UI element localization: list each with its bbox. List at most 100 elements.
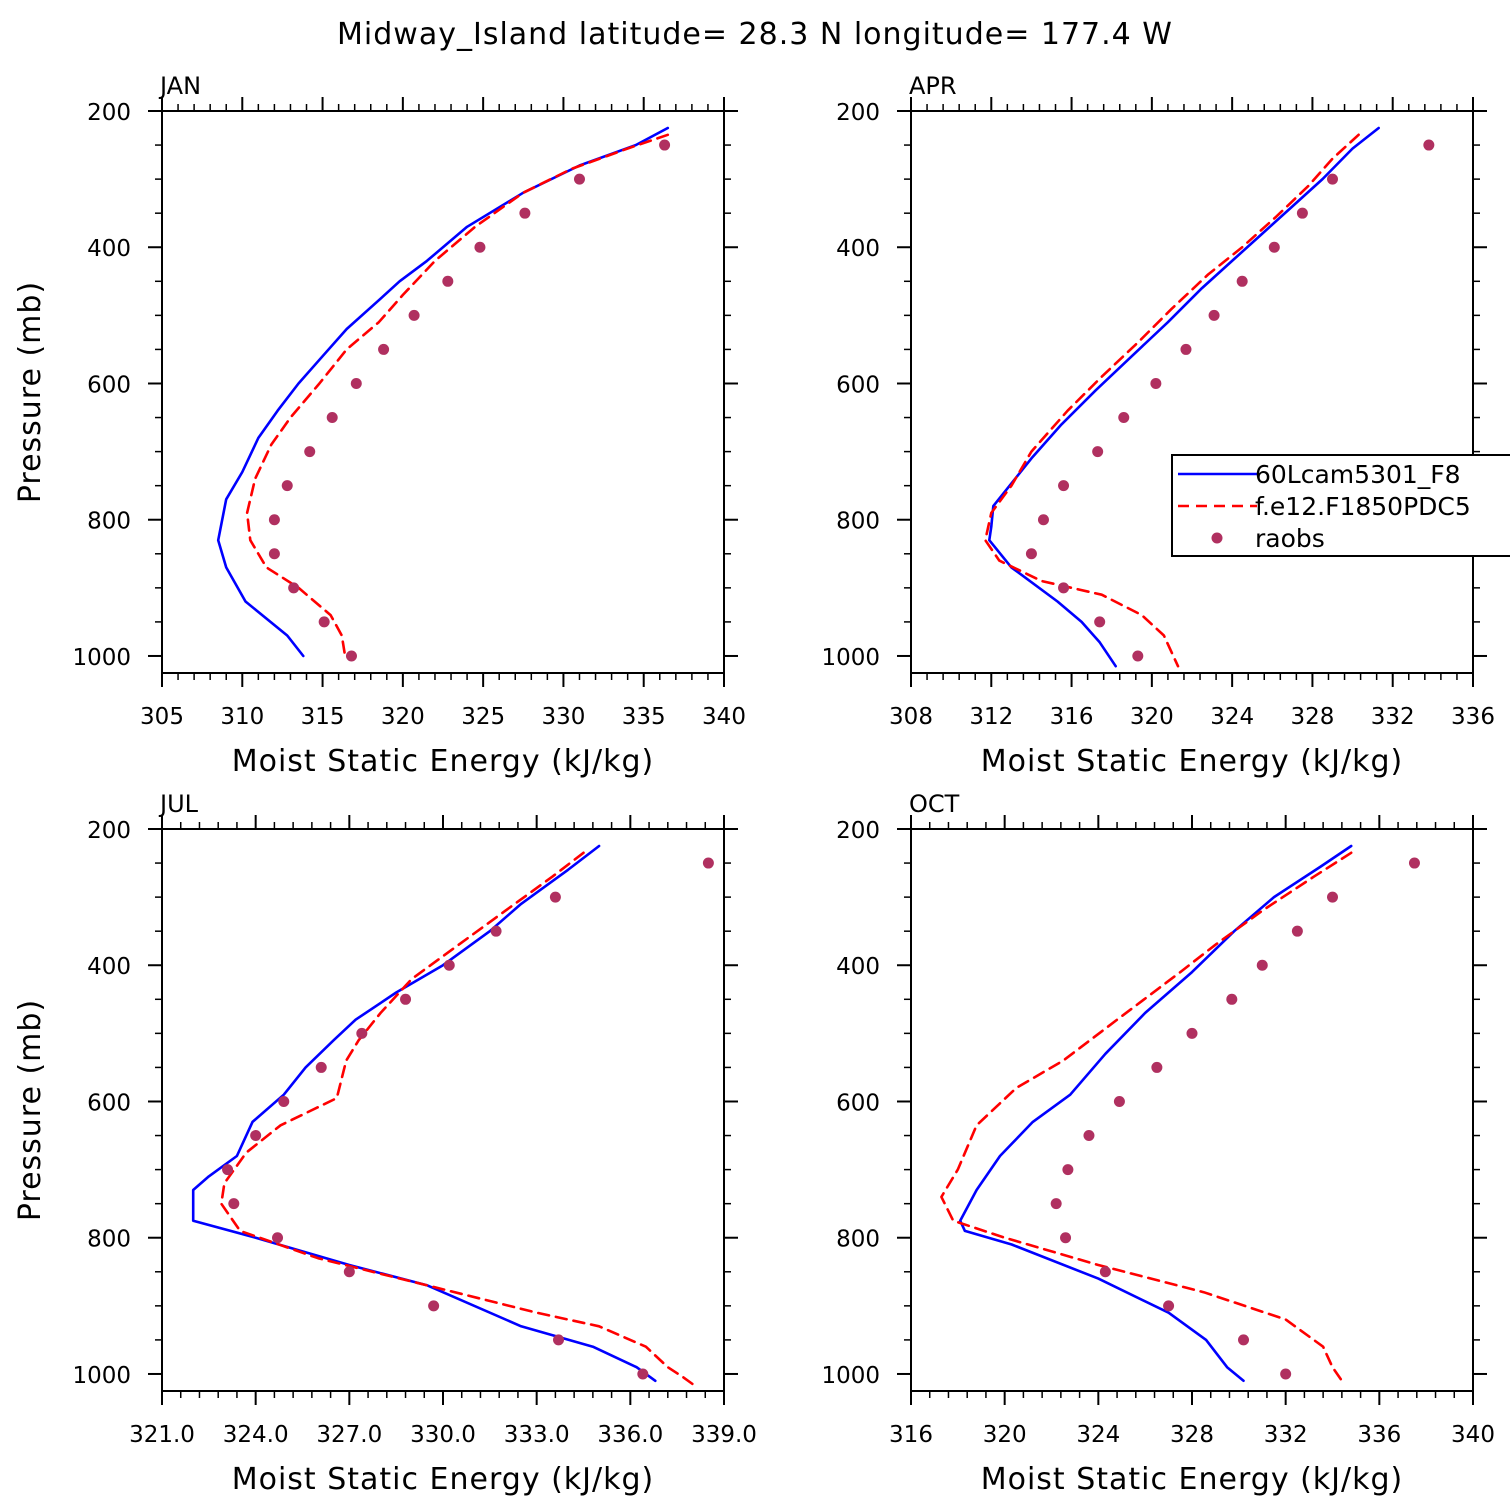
y-axis-label: Pressure (mb) xyxy=(13,281,48,503)
y-tick-label: 800 xyxy=(87,1227,131,1253)
raobs-point xyxy=(1050,1198,1062,1210)
y-axis-ticks: 200 400 600 800 1000 xyxy=(72,100,738,671)
x-tick-label: 336 xyxy=(1451,704,1495,730)
y-axis-label: Pressure (mb) xyxy=(13,999,48,1221)
raobs-point xyxy=(272,1232,284,1244)
series-line-60lcam5301-f8 xyxy=(958,844,1353,1383)
x-tick-label: 320 xyxy=(381,704,425,730)
series-line-f-e12-f1850pdc5 xyxy=(220,851,695,1386)
x-tick-label: 340 xyxy=(1451,1422,1495,1448)
panel-jul: 321.0 324.0 327.0 330.0 333.0 336.0 339.0 200 40… xyxy=(13,790,757,1497)
x-axis-ticks: 308 312 316 320 324 328 332 336 xyxy=(889,97,1495,730)
series-line-f-e12-f1850pdc5 xyxy=(940,851,1353,1386)
panel-title: JUL xyxy=(158,790,199,818)
x-tick-label: 312 xyxy=(969,704,1013,730)
panel-title: JAN xyxy=(158,72,201,100)
y-axis-ticks: 200 400 600 800 1000 xyxy=(821,100,1487,671)
raobs-point xyxy=(1062,1164,1074,1176)
raobs-point xyxy=(1180,343,1192,355)
raobs-point xyxy=(1094,616,1106,628)
raobs-point xyxy=(1256,959,1268,971)
y-axis-ticks: 200 400 600 800 1000 xyxy=(72,818,738,1389)
raobs-point xyxy=(228,1198,240,1210)
x-tick-label: 320 xyxy=(983,1422,1027,1448)
x-tick-label: 340 xyxy=(702,704,746,730)
raobs-point xyxy=(1291,925,1303,937)
figure-title: Midway_Island latitude= 28.3 N longitude… xyxy=(337,17,1173,52)
y-tick-label: 600 xyxy=(87,372,131,398)
raobs-point xyxy=(1118,412,1130,424)
panel-title: APR xyxy=(909,72,957,100)
y-tick-label: 400 xyxy=(836,236,880,262)
raobs-point xyxy=(1280,1368,1292,1380)
raobs-point xyxy=(378,343,390,355)
raobs-point xyxy=(1058,582,1070,594)
x-tick-label: 320 xyxy=(1130,704,1174,730)
plot-frame xyxy=(161,110,725,674)
raobs-point xyxy=(1113,1095,1125,1107)
raobs-point xyxy=(1238,1334,1250,1346)
raobs-point xyxy=(318,616,330,628)
panel-apr: 308 312 316 320 324 328 332 336 200 400 600 800 1000… xyxy=(821,72,1510,779)
x-axis-ticks: 316 320 324 328 332 336 340 xyxy=(889,815,1495,1448)
panel-jan: 305 310 315 320 325 330 335 340 200 400 600 800 1000… xyxy=(13,72,746,779)
y-tick-label: 200 xyxy=(836,818,880,844)
raobs-point xyxy=(549,891,561,903)
legend-label: raobs xyxy=(1255,524,1325,553)
y-axis-ticks: 200 400 600 800 1000 xyxy=(821,818,1487,1389)
raobs-point xyxy=(1163,1300,1175,1312)
legend-marker-raobs xyxy=(1211,532,1223,544)
raobs-point xyxy=(474,241,486,253)
legend-label: 60Lcam5301_F8 xyxy=(1255,460,1461,489)
y-tick-label: 200 xyxy=(87,100,131,126)
raobs-point xyxy=(304,446,316,458)
x-axis-ticks: 305 310 315 320 325 330 335 340 xyxy=(140,97,746,730)
y-tick-label: 400 xyxy=(87,954,131,980)
x-tick-label: 336 xyxy=(1357,1422,1401,1448)
x-axis-label: Moist Static Energy (kJ/kg) xyxy=(232,744,655,779)
x-tick-label: 327.0 xyxy=(316,1422,382,1448)
raobs-point xyxy=(1226,993,1238,1005)
raobs-point xyxy=(490,925,502,937)
x-axis-label: Moist Static Energy (kJ/kg) xyxy=(981,1462,1404,1497)
series-layer xyxy=(983,126,1435,668)
legend: 60Lcam5301_F8 f.e12.F1850PDC5 raobs xyxy=(1171,454,1510,557)
raobs-point xyxy=(315,1061,327,1073)
x-tick-label: 321.0 xyxy=(129,1422,195,1448)
raobs-point xyxy=(356,1027,368,1039)
raobs-point xyxy=(573,173,585,185)
series-line-60lcam5301-f8 xyxy=(987,126,1380,668)
y-tick-label: 200 xyxy=(836,100,880,126)
y-tick-label: 1000 xyxy=(821,645,880,671)
raobs-point xyxy=(659,139,671,151)
x-tick-label: 328 xyxy=(1290,704,1334,730)
raobs-point xyxy=(519,207,531,219)
raobs-point xyxy=(408,309,420,321)
x-tick-label: 315 xyxy=(301,704,345,730)
x-tick-label: 305 xyxy=(140,704,184,730)
x-tick-label: 310 xyxy=(220,704,264,730)
raobs-point xyxy=(1408,857,1420,869)
raobs-point xyxy=(278,1095,290,1107)
x-axis-label: Moist Static Energy (kJ/kg) xyxy=(232,1462,655,1497)
raobs-point xyxy=(400,993,412,1005)
y-tick-label: 600 xyxy=(87,1090,131,1116)
x-tick-label: 335 xyxy=(622,704,666,730)
y-tick-label: 1000 xyxy=(72,1363,131,1389)
x-tick-label: 324.0 xyxy=(223,1422,289,1448)
raobs-point xyxy=(1327,891,1338,903)
y-tick-label: 1000 xyxy=(821,1363,880,1389)
raobs-point xyxy=(1208,309,1220,321)
raobs-point xyxy=(1151,1061,1163,1073)
raobs-point xyxy=(1099,1266,1111,1278)
y-tick-label: 800 xyxy=(87,509,131,535)
raobs-point xyxy=(350,377,362,389)
raobs-point xyxy=(268,548,280,560)
raobs-point xyxy=(250,1130,262,1142)
x-tick-label: 324 xyxy=(1210,704,1254,730)
raobs-point xyxy=(1092,446,1104,458)
series-raobs xyxy=(1050,857,1420,1380)
raobs-point xyxy=(1296,207,1308,219)
panels: 305 310 315 320 325 330 335 340 200 400 600 800 1000… xyxy=(13,72,1510,1497)
y-tick-label: 400 xyxy=(836,954,880,980)
